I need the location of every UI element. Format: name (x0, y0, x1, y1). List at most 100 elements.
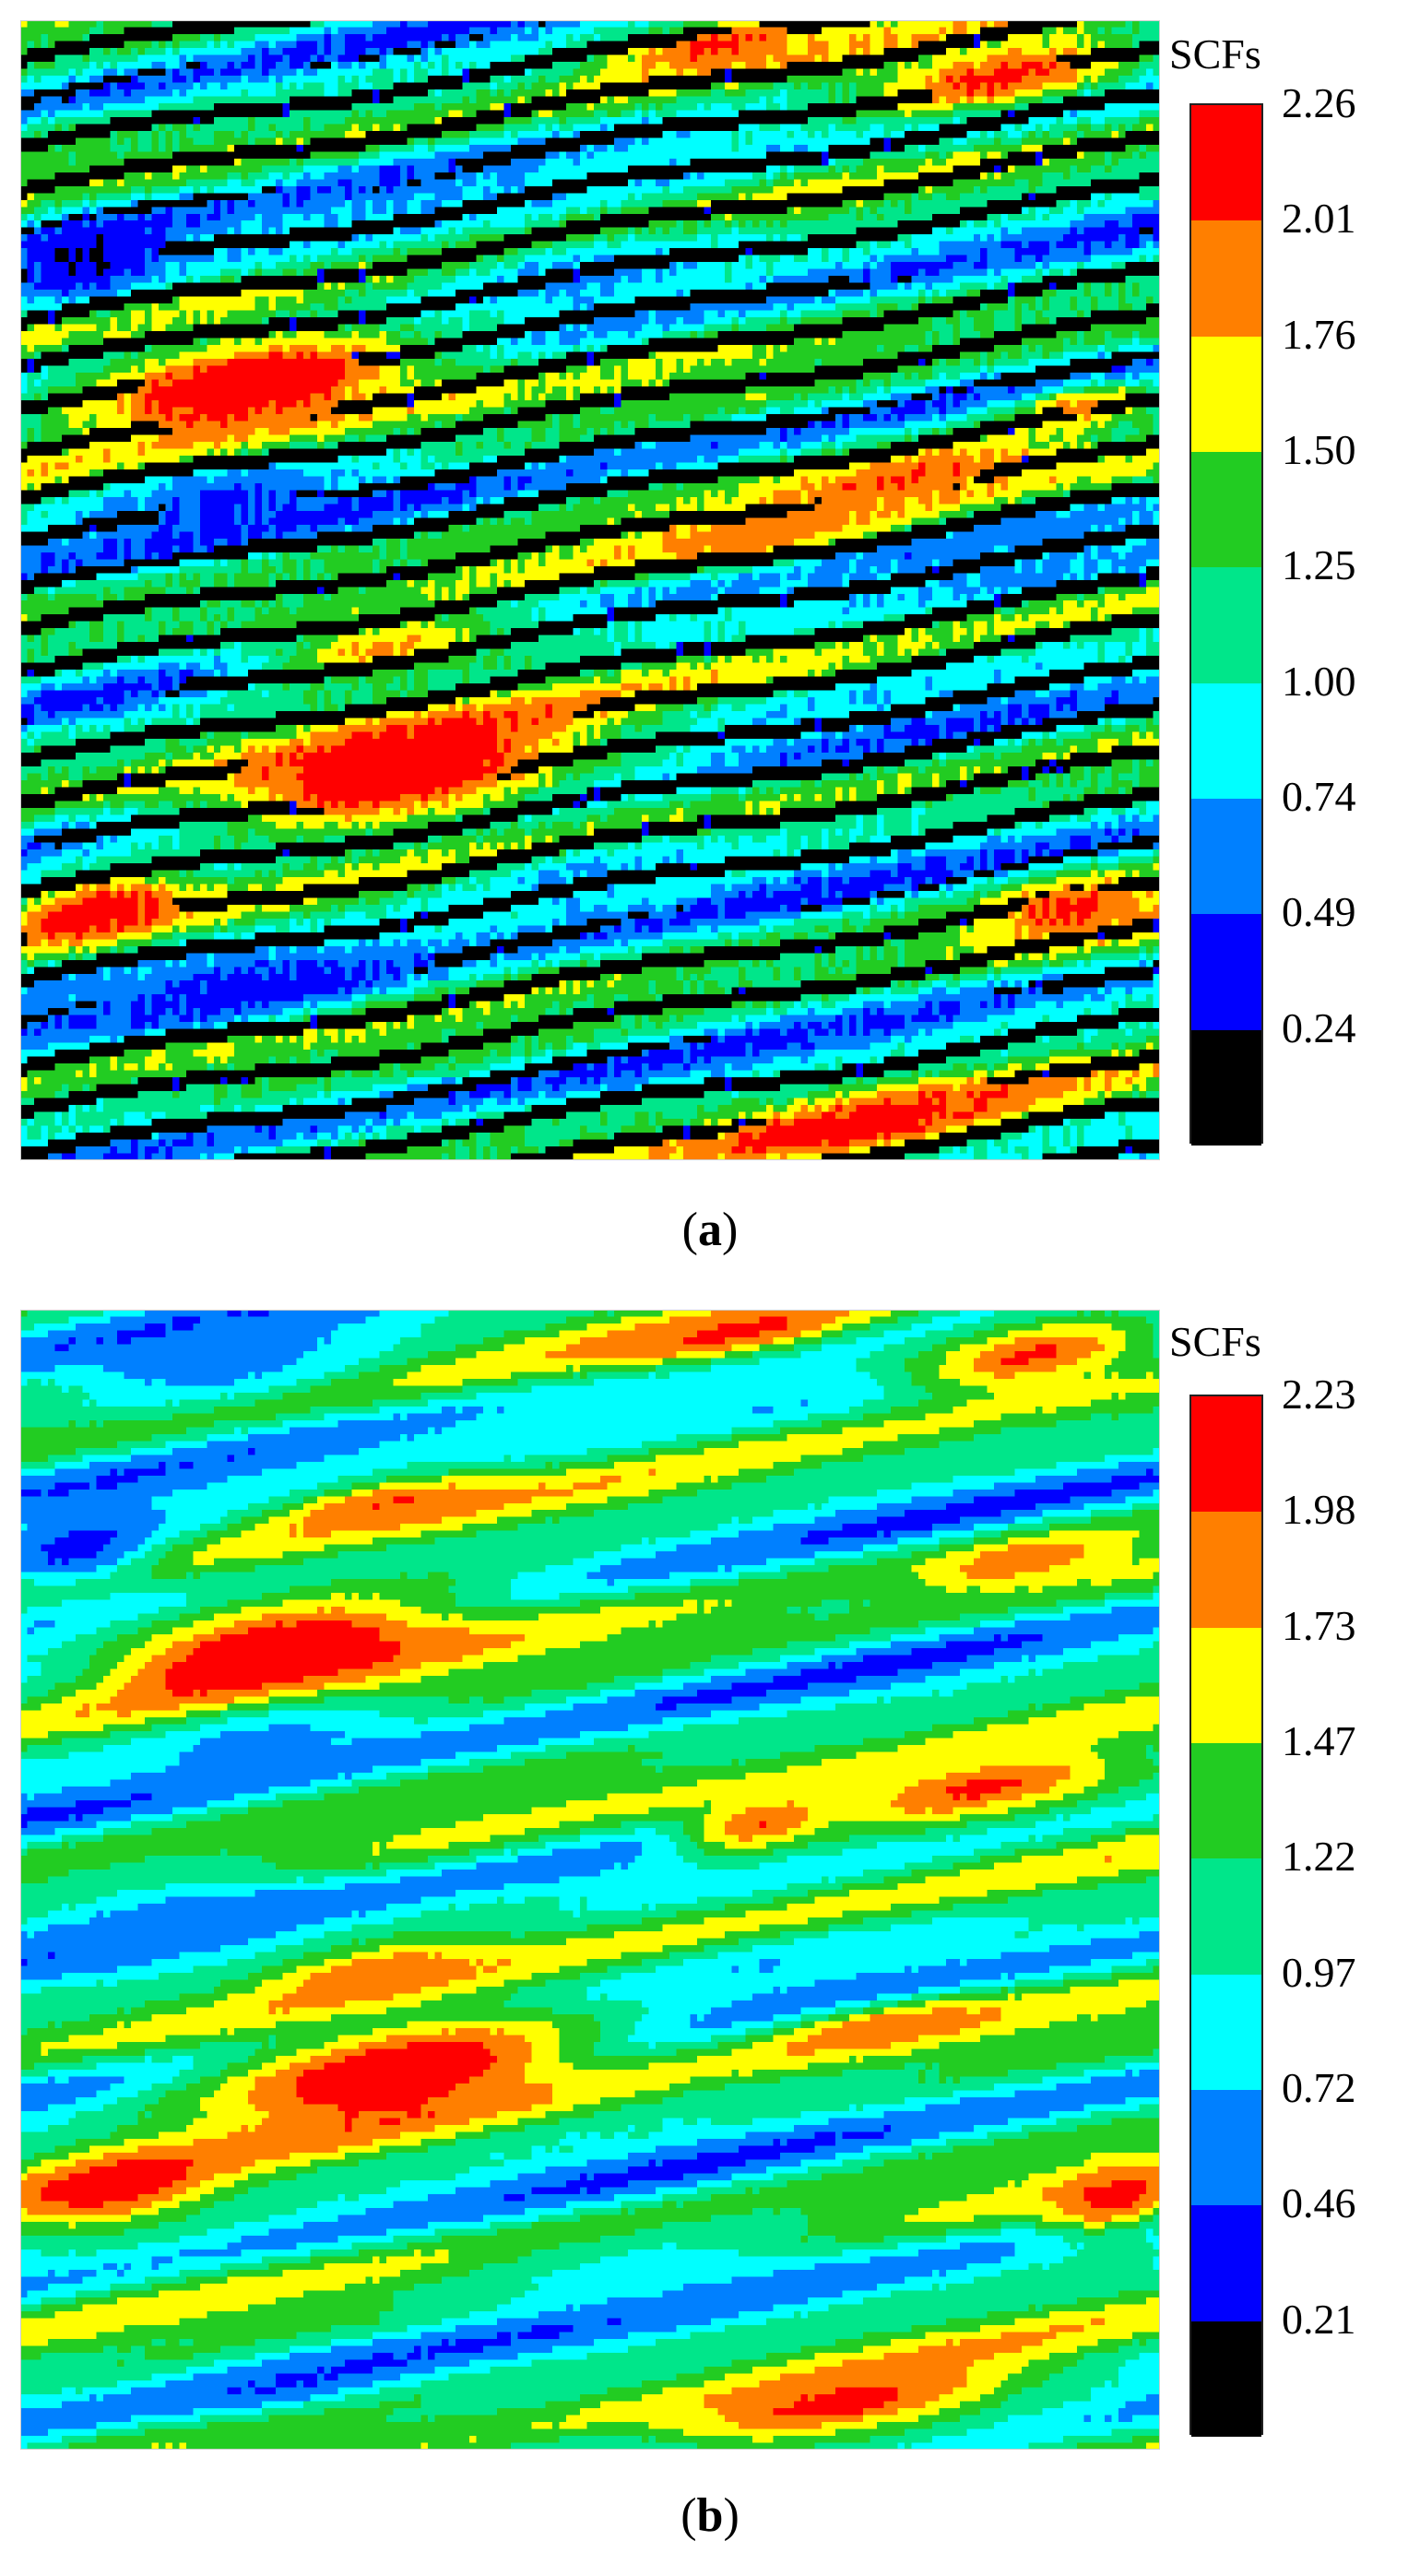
heatmap-cell (662, 538, 795, 546)
heatmap-cell (739, 241, 857, 249)
heatmap-cell (124, 538, 132, 546)
heatmap-cell (303, 213, 312, 221)
heatmap-cell (551, 413, 560, 422)
heatmap-cell (151, 276, 160, 284)
heatmap-cell (593, 213, 601, 221)
heatmap-cell (420, 310, 436, 318)
heatmap-cell (607, 144, 615, 152)
heatmap-cell (20, 158, 70, 166)
heatmap-cell (717, 676, 767, 684)
heatmap-cell (137, 635, 146, 643)
heatmap-cell (1056, 607, 1064, 615)
heatmap-cell (1153, 427, 1160, 436)
heatmap-cell (848, 413, 864, 422)
heatmap-cell (953, 559, 1016, 567)
heatmap-cell (669, 185, 684, 194)
heatmap-cell (676, 262, 684, 270)
heatmap-cell (1070, 268, 1078, 277)
heatmap-cell (607, 614, 615, 623)
heatmap-cell (89, 413, 97, 422)
heatmap-cell (739, 220, 747, 229)
heatmap-cell (227, 179, 243, 187)
heatmap-cell (559, 593, 601, 601)
heatmap-cell (124, 690, 132, 698)
heatmap-cell (600, 697, 698, 706)
heatmap-cell (731, 27, 788, 35)
heatmap-cell (766, 351, 775, 360)
heatmap-cell (1022, 559, 1036, 567)
heatmap-cell (20, 524, 49, 532)
heatmap-cell (904, 476, 912, 484)
heatmap-cell (1049, 704, 1058, 712)
heatmap-cell (745, 137, 753, 146)
heatmap-cell (151, 614, 173, 623)
heatmap-cell (262, 268, 284, 277)
heatmap-cell (752, 345, 767, 353)
heatmap-cell (1000, 614, 1016, 623)
heatmap-cell (337, 310, 360, 318)
heatmap-cell (766, 179, 775, 187)
heatmap-cell (303, 116, 312, 125)
heatmap-cell (503, 407, 512, 415)
heatmap-cell (917, 587, 933, 595)
heatmap-cell (676, 587, 719, 595)
heatmap-cell (282, 199, 290, 208)
heatmap-cell (303, 61, 312, 70)
heatmap-cell (490, 690, 498, 698)
heatmap-cell (20, 296, 29, 304)
heatmap-cell (407, 207, 422, 215)
heatmap-cell (1070, 296, 1078, 304)
heatmap-cell (904, 144, 919, 152)
heatmap-cell (407, 373, 415, 381)
heatmap-cell (642, 338, 650, 346)
heatmap-cell (20, 345, 29, 353)
heatmap-cell (648, 68, 678, 77)
heatmap-cell (503, 628, 512, 636)
heatmap-cell (185, 276, 194, 284)
heatmap-cell (268, 41, 277, 49)
heatmap-cell (690, 434, 781, 443)
heatmap-cell (600, 711, 609, 719)
heatmap-cell (787, 704, 809, 712)
heatmap-cell (925, 676, 933, 684)
heatmap-cell (490, 648, 504, 657)
heatmap-cell (441, 199, 464, 208)
heatmap-cell (41, 559, 56, 567)
heatmap-cell (634, 635, 643, 643)
heatmap-cell (89, 47, 104, 56)
heatmap-cell (524, 448, 595, 457)
heatmap-cell (966, 579, 981, 588)
heatmap-cell (420, 587, 436, 595)
heatmap-cell (1028, 68, 1036, 77)
heatmap-cell (1063, 482, 1071, 491)
heatmap-cell (648, 89, 678, 97)
heatmap-cell (814, 359, 822, 367)
heatmap-cell (20, 144, 49, 152)
heatmap-cell (496, 324, 560, 332)
heatmap-cell (766, 373, 864, 381)
heatmap-cell (324, 559, 373, 567)
heatmap-cell (296, 268, 304, 277)
heatmap-cell (1056, 241, 1078, 249)
heatmap-cell (953, 448, 961, 457)
heatmap-cell (669, 379, 816, 387)
heatmap-cell (648, 227, 657, 235)
heatmap-cell (634, 102, 643, 111)
heatmap-cell (351, 697, 373, 706)
heatmap-cell (828, 407, 870, 415)
heatmap-cell (420, 331, 436, 339)
heatmap-cell (1022, 704, 1030, 712)
heatmap-cell (468, 524, 581, 532)
heatmap-cell (628, 365, 657, 374)
heatmap-cell (676, 683, 684, 692)
heatmap-cell (656, 642, 670, 650)
heatmap-cell (1125, 642, 1133, 650)
heatmap-cell (531, 338, 546, 346)
heatmap-cell (621, 545, 629, 553)
heatmap-cell (917, 427, 933, 436)
heatmap-cell (656, 317, 678, 326)
heatmap-cell (911, 61, 919, 70)
heatmap-cell (213, 448, 221, 457)
heatmap-cell (27, 482, 35, 491)
heatmap-cell (607, 234, 615, 243)
